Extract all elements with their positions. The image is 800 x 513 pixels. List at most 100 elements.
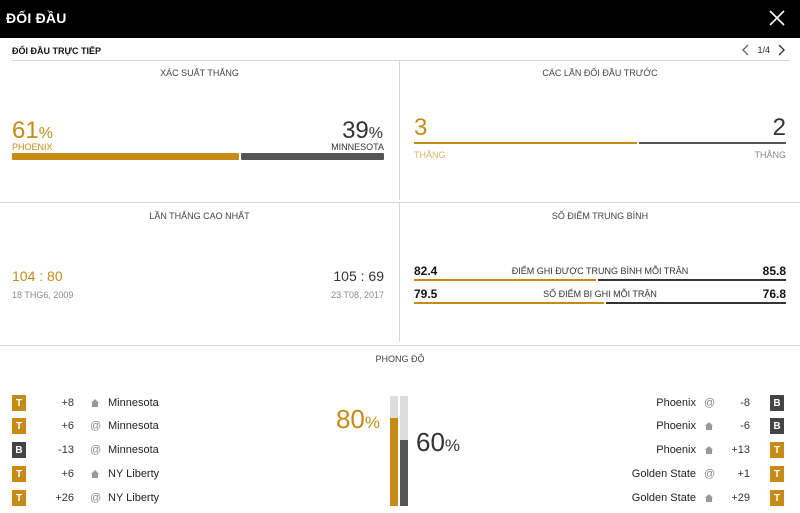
home-win-bar: [12, 153, 239, 160]
game-margin: -6: [740, 420, 750, 432]
form-row: Golden State @ +1 T: [632, 466, 784, 482]
away-biggest-win-score: 105 : 69: [333, 268, 384, 284]
away-wins-label: THẮNG: [754, 150, 787, 160]
avg-allowed-home-bar: [414, 302, 604, 304]
divider: [0, 345, 800, 346]
avg-scored-away-bar: [598, 279, 786, 281]
avg-scored-away: 85.8: [762, 264, 786, 278]
form-row: T +6 @ Minnesota: [12, 418, 159, 434]
away-wins-bar: [639, 142, 786, 144]
form-row: Phoenix +13 T: [656, 442, 784, 458]
at-icon: @: [90, 420, 102, 432]
away-form-bar: [400, 440, 408, 506]
pager-label: 1/4: [757, 45, 770, 55]
divider: [0, 202, 800, 203]
away-biggest-win-date: 23 T08, 2017: [331, 290, 384, 300]
result-badge: T: [770, 466, 784, 482]
form-row: T +8 Minnesota: [12, 395, 159, 411]
biggest-win-title: LẦN THẮNG CAO NHẤT: [149, 211, 250, 221]
avg-allowed-away-bar: [606, 302, 786, 304]
away-win-pct-unit: %: [368, 125, 383, 142]
opponent-name: NY Liberty: [108, 468, 160, 480]
at-icon: @: [704, 397, 716, 409]
form-row: Phoenix -6 B: [656, 418, 784, 434]
away-form-pct-value: 60: [416, 427, 445, 457]
home-win-pct-unit: %: [38, 125, 53, 142]
game-margin: -13: [58, 444, 74, 456]
opponent-name: Golden State: [631, 468, 696, 480]
away-form-pct-unit: %: [444, 436, 461, 455]
divider: [399, 60, 400, 200]
form-row: T +26 @ NY Liberty: [12, 490, 159, 506]
home-wins-bar: [414, 142, 637, 144]
section-subtitle: ĐỐI ĐẦU TRỰC TIẾP: [12, 46, 101, 56]
game-margin: +13: [731, 444, 750, 456]
form-row: Phoenix @ -8 B: [656, 395, 784, 411]
result-badge: T: [770, 490, 784, 506]
game-margin: -8: [740, 397, 750, 409]
home-wins-label: THẮNG: [414, 150, 446, 160]
game-margin: +26: [55, 492, 74, 504]
home-biggest-win-score: 104 : 80: [12, 268, 63, 284]
form-row: T +6 NY Liberty: [12, 466, 159, 482]
avg-scored-home-bar: [414, 279, 596, 281]
home-icon: [704, 493, 714, 503]
home-form-pct-unit: %: [364, 413, 380, 432]
form-title: PHONG ĐỘ: [375, 354, 425, 364]
win-probability-title: XÁC SUẤT THẮNG: [160, 68, 239, 78]
home-icon: [90, 398, 100, 408]
home-wins-count: 3: [414, 114, 428, 141]
at-icon: @: [90, 444, 102, 456]
at-icon: @: [90, 492, 102, 504]
home-win-pct: 61%: [12, 117, 53, 145]
avg-allowed-away: 76.8: [762, 287, 786, 301]
game-margin: +6: [61, 468, 74, 480]
result-badge: B: [12, 442, 26, 458]
avg-allowed-home: 79.5: [414, 287, 438, 301]
opponent-name: NY Liberty: [108, 492, 160, 504]
game-margin: +6: [61, 420, 74, 432]
away-form-pct: 60%: [416, 427, 460, 458]
opponent-name: Phoenix: [656, 444, 696, 456]
avg-scored-home: 82.4: [414, 264, 438, 278]
away-win-pct-value: 39: [342, 117, 369, 144]
home-icon: [704, 421, 714, 431]
home-form-bar: [390, 418, 398, 506]
chevron-left-icon[interactable]: [741, 44, 751, 56]
divider: [399, 202, 400, 342]
form-row: Golden State +29 T: [632, 490, 784, 506]
close-icon[interactable]: [768, 9, 786, 27]
away-win-pct: 39%: [342, 117, 383, 145]
result-badge: B: [770, 418, 784, 434]
opponent-name: Minnesota: [108, 444, 159, 456]
pager: 1/4: [741, 44, 786, 56]
away-win-bar: [241, 153, 384, 160]
average-points-title: SỐ ĐIỂM TRUNG BÌNH: [551, 211, 649, 221]
opponent-name: Minnesota: [108, 397, 159, 409]
header-bar: ĐỐI ĐẦU: [0, 0, 800, 38]
form-row: B -13 @ Minnesota: [12, 442, 159, 458]
divider: [12, 60, 790, 61]
game-margin: +8: [61, 397, 74, 409]
avg-scored-label: ĐIỂM GHI ĐƯỢC TRUNG BÌNH MỖI TRẬN: [511, 266, 689, 276]
chevron-right-icon[interactable]: [776, 44, 786, 56]
game-margin: +29: [731, 492, 750, 504]
home-icon: [704, 445, 714, 455]
opponent-name: Minnesota: [108, 420, 159, 432]
avg-allowed-label: SỐ ĐIỂM BỊ GHI MỖI TRẬN: [543, 289, 657, 299]
home-form-pct: 80%: [336, 404, 380, 435]
result-badge: T: [12, 395, 26, 411]
result-badge: B: [770, 395, 784, 411]
home-form-pct-value: 80: [335, 404, 365, 434]
opponent-name: Phoenix: [656, 397, 696, 409]
home-icon: [90, 469, 100, 479]
away-wins-count: 2: [772, 114, 786, 141]
opponent-name: Phoenix: [656, 420, 696, 432]
opponent-name: Golden State: [631, 492, 696, 504]
game-margin: +1: [737, 468, 750, 480]
previous-meetings-title: CÁC LẦN ĐỐI ĐẦU TRƯỚC: [542, 68, 658, 78]
home-biggest-win-date: 18 THG6, 2009: [12, 290, 74, 300]
home-team-label: PHOENIX: [12, 142, 53, 152]
away-team-label: MINNESOTA: [331, 142, 384, 152]
result-badge: T: [12, 490, 26, 506]
